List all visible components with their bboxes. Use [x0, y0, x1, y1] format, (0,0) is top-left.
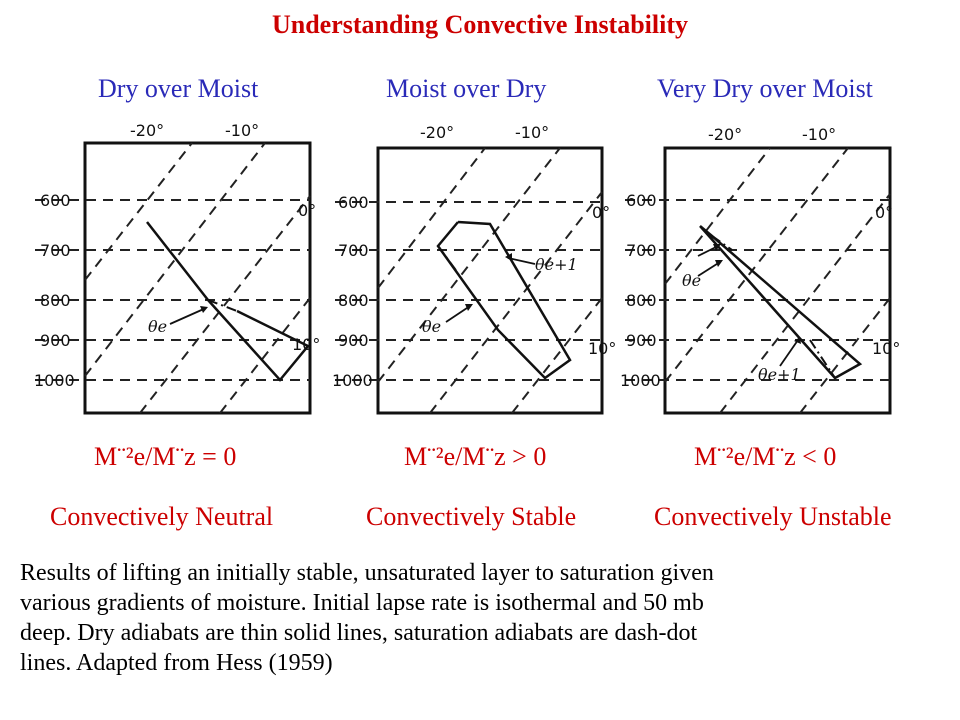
pressure-label-800: 800 [338, 291, 369, 310]
slide-title: Understanding Convective Instability [271, 10, 689, 39]
panel-3-formula: M¨²e/M¨z < 0 [694, 442, 837, 471]
annotation-arrow [779, 339, 799, 367]
temp-label-minus-20: -20° [130, 121, 164, 140]
temp-label-10: 10° [872, 339, 900, 358]
isotherm-lines [664, 147, 891, 414]
pressure-label-1000: 1000 [34, 371, 75, 390]
pressure-label-600: 600 [338, 193, 369, 212]
pressure-label-600: 600 [40, 191, 71, 210]
temp-label-minus-10: -10° [802, 125, 836, 144]
lifted-layer-path [436, 220, 572, 380]
lifted-layer-path [699, 225, 863, 380]
diagram-frame [83, 141, 312, 415]
temp-label-minus-20: -20° [420, 123, 454, 142]
isotherm-lines [84, 142, 311, 414]
annotation-arrow [169, 307, 207, 325]
arrow-head [505, 253, 512, 261]
panel-1-verdict: Convectively Neutral [50, 502, 274, 531]
pressure-label-700: 700 [338, 241, 369, 260]
pressure-axis-labels: 600 700 800 900 1000 [620, 191, 661, 390]
caption-line: various gradients of moisture. Initial l… [20, 590, 704, 616]
skewt-diagram-dry-over-moist: 600 700 800 900 1000 -20° -10° 0° 10° θe [34, 121, 320, 415]
pressure-label-900: 900 [338, 331, 369, 350]
isotherm-lines [377, 147, 603, 414]
pressure-label-1000: 1000 [332, 371, 373, 390]
pressure-label-700: 700 [626, 241, 657, 260]
annotation-arrow [445, 305, 471, 323]
lifted-layer-path [146, 221, 310, 382]
panel-2-formula: M¨²e/M¨z > 0 [404, 442, 547, 471]
arrow-head [465, 304, 473, 311]
pressure-label-800: 800 [40, 291, 71, 310]
theta-e-label: θe [148, 317, 167, 336]
panel-1-heading: Dry over Moist [98, 74, 259, 103]
theta-e-label: θe [682, 271, 701, 290]
temp-label-0: 0° [298, 201, 316, 220]
annotation-arrow [697, 261, 721, 277]
temp-label-0: 0° [875, 203, 893, 222]
temp-label-minus-10: -10° [225, 121, 259, 140]
theta-e-label: θe [422, 317, 441, 336]
caption-line: Results of lifting an initially stable, … [20, 560, 714, 586]
diagram-frame [376, 146, 604, 415]
temp-label-minus-10: -10° [515, 123, 549, 142]
skewt-diagram-very-dry-over-moist: 600 700 800 900 1000 -20° -10° 0° 10° θe… [620, 125, 900, 415]
pressure-label-600: 600 [626, 191, 657, 210]
caption-line: lines. Adapted from Hess (1959) [20, 650, 333, 676]
arrow-head [713, 244, 721, 251]
panel-3-heading: Very Dry over Moist [657, 74, 873, 103]
arrow-head [715, 260, 723, 267]
pressure-label-900: 900 [626, 331, 657, 350]
figure-caption: Results of lifting an initially stable, … [20, 558, 945, 678]
panel-1-formula: M¨²e/M¨z = 0 [94, 442, 237, 471]
arrow-head [794, 337, 801, 344]
pressure-label-800: 800 [626, 291, 657, 310]
arrow-head [200, 306, 208, 313]
pressure-axis-labels: 600 700 800 900 1000 [332, 193, 373, 390]
theta-e-plus-one-label: θe+1 [535, 255, 578, 274]
skewt-diagram-moist-over-dry: 600 700 800 900 1000 -20° -10° 0° 10° θe… [332, 123, 616, 415]
annotation-arrow [507, 257, 536, 265]
panel-3-verdict: Convectively Unstable [654, 502, 892, 531]
temp-label-10: 10° [588, 339, 616, 358]
caption-line: deep. Dry adiabats are thin solid lines,… [20, 620, 698, 646]
theta-e-plus-one-label: θe+1 [758, 365, 801, 384]
temp-label-minus-20: -20° [708, 125, 742, 144]
panel-2-heading: Moist over Dry [386, 74, 547, 103]
pressure-label-700: 700 [40, 241, 71, 260]
isobar-lines [35, 199, 310, 381]
panel-2-verdict: Convectively Stable [366, 502, 577, 531]
pressure-label-900: 900 [40, 331, 71, 350]
temp-label-0: 0° [592, 203, 610, 222]
pressure-label-1000: 1000 [620, 371, 661, 390]
pressure-axis-labels: 600 700 800 900 1000 [34, 191, 75, 390]
